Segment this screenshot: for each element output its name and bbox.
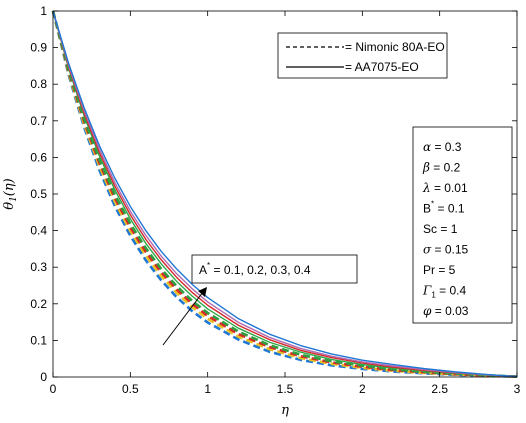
series-line-8 <box>52 10 518 378</box>
y-tick-label: 0.1 <box>30 333 47 347</box>
tick-layer: 0 0.5 1 1.5 2 2.5 3 0 0.1 0.2 0.3 0.4 0.5 0.6 0.7 0.8 0.… <box>30 4 520 396</box>
svg-text:θ1(η): θ1(η) <box>2 178 19 210</box>
x-tick-label: 1.5 <box>277 382 294 396</box>
y-tick-label: 0.6 <box>30 150 47 164</box>
x-tick-label: 2 <box>359 382 366 396</box>
parameter-line: B* = 0.1 <box>423 200 465 216</box>
series-line-4 <box>51 10 518 378</box>
y-tick-label: 0.9 <box>30 41 47 55</box>
annotation-arrow-line <box>162 291 204 346</box>
parameter-box-frame <box>412 126 513 324</box>
legend: = Nimonic 80A-EO = AA7075-EO <box>277 32 448 79</box>
parameter-box: α = 0.3 β = 0.2 λ = 0.01 B* = 0.1 Sc = 1 σ = … <box>412 126 513 324</box>
annotation-arrow-head <box>198 287 207 297</box>
annotation: A* = 0.1, 0.2, 0.3, 0.4 <box>162 254 358 346</box>
y-tick-label: 0.4 <box>30 224 47 238</box>
x-axis-label: η <box>281 403 289 418</box>
parameter-line: Sc = 1 <box>423 222 458 236</box>
y-tick-label: 0.7 <box>30 114 47 128</box>
series-line-7 <box>52 10 518 378</box>
annotation-box <box>191 254 358 284</box>
x-tick-label: 2.5 <box>431 382 448 396</box>
parameter-line: β = 0.2 <box>422 161 461 175</box>
x-tick-label: 3 <box>514 382 521 396</box>
y-tick-label: 0.8 <box>30 77 47 91</box>
legend-label-nimonic: = Nimonic 80A-EO <box>345 40 445 54</box>
parameter-line: λ = 0.01 <box>422 181 468 195</box>
y-tick-label: 0.3 <box>30 260 47 274</box>
legend-label-aa7075: = AA7075-EO <box>345 60 419 74</box>
parameter-line: α = 0.3 <box>423 140 462 154</box>
parameter-line: σ = 0.15 <box>423 243 469 257</box>
series-line-1 <box>51 10 518 378</box>
parameter-line: Γ1 = 0.4 <box>422 284 466 300</box>
y-tick-label: 1 <box>40 4 47 18</box>
y-tick-label: 0 <box>40 370 47 384</box>
series-layer <box>51 10 518 378</box>
x-tick-label: 0 <box>50 382 57 396</box>
annotation-label: A* = 0.1, 0.2, 0.3, 0.4 <box>199 261 311 277</box>
series-line-5 <box>52 10 518 378</box>
parameter-lines: α = 0.3 β = 0.2 λ = 0.01 B* = 0.1 Sc = 1 σ = … <box>422 140 469 318</box>
legend-box <box>277 32 448 79</box>
parameter-line: Pr = 5 <box>423 263 456 277</box>
parameter-line: φ = 0.03 <box>423 304 469 318</box>
y-tick-label: 0.2 <box>30 297 47 311</box>
x-tick-label: 1 <box>204 382 211 396</box>
y-axis-label: θ1(η) <box>2 178 19 210</box>
series-line-6 <box>52 10 518 378</box>
x-tick-label: 0.5 <box>122 382 139 396</box>
y-tick-label: 0.5 <box>30 187 47 201</box>
